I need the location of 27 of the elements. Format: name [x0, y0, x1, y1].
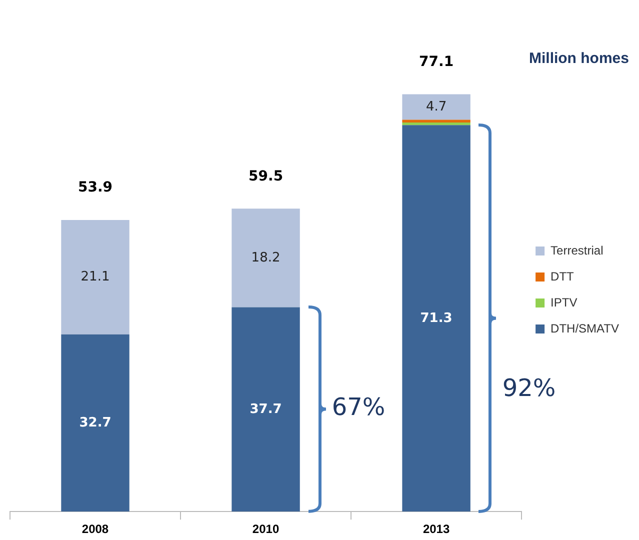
- data-label: 71.3: [420, 310, 452, 326]
- data-label: 18.2: [251, 250, 280, 266]
- bar: [402, 120, 470, 122]
- text: 77.1: [419, 54, 454, 70]
- bar: [402, 94, 470, 120]
- legend-label: DTH/SMATV: [550, 321, 620, 336]
- data-label: 32.7: [79, 415, 112, 430]
- x-tick-label: 2008: [82, 522, 109, 536]
- legend-label: DTT: [550, 269, 575, 284]
- annotation: 92%: [502, 374, 556, 402]
- bar: [61, 220, 130, 334]
- bar: [61, 334, 130, 512]
- legend-label: IPTV: [550, 295, 578, 310]
- data-label: 37.7: [250, 402, 282, 417]
- x-tick-label: 2013: [422, 522, 450, 536]
- bar: [232, 307, 300, 512]
- data-label: 4.7: [426, 99, 447, 114]
- text: Million homes: [528, 50, 629, 68]
- bar: [232, 208, 300, 308]
- bar: [402, 125, 470, 512]
- x-tick-label: 2010: [252, 522, 280, 536]
- annotation: 53.9: [78, 180, 113, 196]
- annotation: 59.5: [248, 168, 284, 184]
- data-label: 21.1: [80, 270, 110, 285]
- annotation: 67%: [332, 393, 386, 422]
- legend-label: Terrestrial: [550, 243, 604, 258]
- bar: [402, 122, 470, 126]
